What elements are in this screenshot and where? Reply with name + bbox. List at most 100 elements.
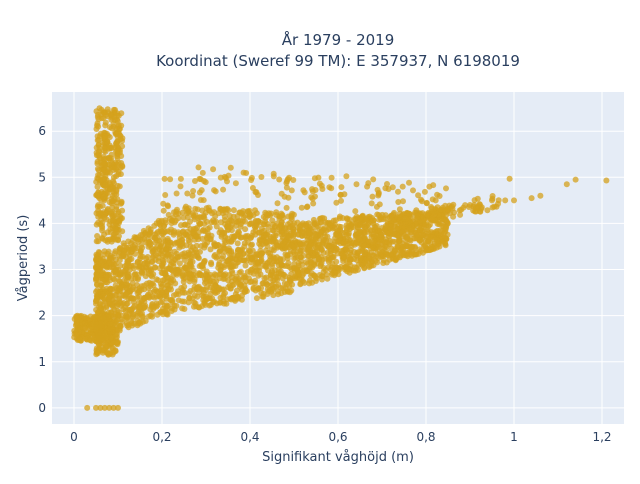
data-point [361,223,368,230]
data-point [403,234,410,241]
data-point [489,204,496,211]
data-point [279,275,286,282]
data-point [380,257,387,264]
data-point [242,233,249,240]
data-point [268,282,275,289]
data-point [160,207,167,214]
data-point [399,183,406,190]
data-point [101,251,108,258]
data-point [319,214,326,221]
data-point [347,247,354,253]
data-point [93,277,100,284]
data-point [169,297,176,304]
data-point [375,244,382,250]
data-point [167,261,174,268]
data-point [103,273,110,280]
data-point [364,183,371,190]
data-point [240,214,247,221]
data-point [190,188,197,194]
data-point [130,311,136,318]
data-point [97,301,104,308]
data-point [126,266,133,273]
data-point [115,236,121,243]
data-point [309,186,316,193]
data-point [116,257,123,264]
data-point [294,219,301,226]
data-point [127,295,134,301]
data-point [194,293,201,300]
data-point [249,185,256,191]
data-point [83,314,90,321]
data-point [291,243,297,250]
data-point [136,263,143,270]
data-point [263,211,270,218]
data-point [280,285,286,292]
data-point [117,262,124,269]
data-point [185,249,192,256]
data-point [175,239,182,246]
data-point [115,296,122,303]
data-point [282,251,289,258]
data-point [294,249,300,256]
data-point [374,211,381,218]
data-point [414,215,421,222]
data-point [125,244,132,251]
y-tick-label: 1 [38,355,46,369]
data-point [333,199,340,206]
data-point [107,229,114,236]
data-point [167,215,173,222]
data-point [347,262,354,269]
data-point [457,211,464,218]
data-point [420,249,426,256]
data-point [379,225,385,231]
data-point [192,178,198,184]
data-point [93,306,100,313]
data-point [98,106,105,113]
data-point [294,265,301,272]
data-point [147,289,154,296]
data-point [312,249,319,256]
data-point [311,175,318,182]
data-point [210,287,217,294]
data-point [391,209,398,216]
data-point [177,175,184,182]
data-point [484,207,491,214]
data-point [225,245,232,252]
data-point [282,225,289,231]
data-point [441,216,448,223]
data-point [306,230,313,237]
data-point [168,286,174,293]
data-point [273,211,280,218]
data-point [261,227,268,234]
y-tick-label: 2 [38,309,46,323]
data-point [230,207,237,214]
data-point [270,286,276,293]
data-point [106,277,113,284]
data-point [102,122,109,129]
data-point [153,288,160,295]
data-point [151,264,158,271]
data-point [247,248,253,255]
data-point [93,108,100,115]
data-point [335,223,342,230]
data-points [71,105,610,411]
data-point [337,191,344,198]
data-point [327,238,334,245]
data-point [197,214,204,221]
data-point [348,224,355,231]
data-point [439,227,446,234]
data-point [95,116,102,123]
data-point [327,250,334,257]
data-point [94,233,101,239]
data-point [153,276,160,283]
data-point [225,227,232,233]
data-point [423,211,429,218]
data-point [101,144,108,151]
data-point [427,234,434,241]
data-point [95,175,102,182]
data-point [320,268,327,275]
data-point [136,287,143,294]
data-point [255,272,262,279]
data-point [603,177,610,184]
data-point [206,224,213,231]
